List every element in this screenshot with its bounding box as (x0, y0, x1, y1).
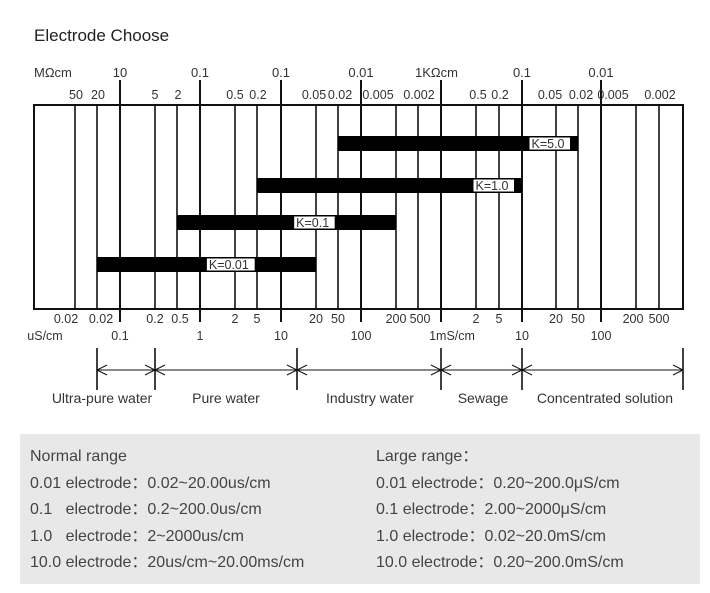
normal-range-item: 0.1 electrode：0.2~200.0us/cm (30, 501, 262, 518)
bottom-minor-tick-label: 2 (232, 312, 239, 326)
normal-range-column: Normal range 0.01 electrode：0.02~20.00us… (30, 444, 304, 577)
normal-range-item: 0.01 electrode：0.02~20.00us/cm (30, 474, 271, 492)
bar-label: K=1.0 (476, 179, 509, 193)
bottom-minor-tick-label: 0.2 (146, 312, 163, 326)
bottom-major-tick-label: 100 (351, 329, 372, 343)
top-minor-tick-label: 0.005 (362, 88, 393, 102)
bottom-minor-tick-label: 500 (410, 312, 431, 326)
top-minor-tick-label: 20 (91, 88, 105, 102)
top-minor-tick-label: 0.5 (226, 88, 243, 102)
arrow-left-icon (153, 364, 166, 376)
top-minor-tick-label: 0.05 (302, 88, 326, 102)
large-range-item: 10.0 electrode：0.20~200.0mS/cm (376, 554, 624, 571)
bottom-major-tick-label: 10 (515, 329, 529, 343)
bottom-major-tick-label: uS/cm (27, 329, 62, 343)
normal-range-item: 10.0 electrode：20us/cm~20.00ms/cm (30, 554, 305, 571)
electrode-bar (177, 215, 396, 230)
top-major-tick-label: 0.1 (513, 65, 531, 80)
bottom-major-tick-label: 10 (274, 329, 288, 343)
range-info-panel: Normal range 0.01 electrode：0.02~20.00us… (20, 434, 700, 584)
region-label: Sewage (458, 390, 509, 406)
bottom-minor-tick-label: 0.02 (54, 312, 78, 326)
top-minor-tick-label: 0.002 (644, 88, 675, 102)
large-range-item: 1.0 electrode：0.02~20.0mS/cm (376, 527, 606, 545)
bar-label-bg (473, 179, 514, 192)
top-major-tick-label: 0.1 (272, 65, 290, 80)
bottom-major-tick-label: 100 (591, 329, 612, 343)
bottom-major-tick-label: 0.1 (111, 329, 128, 343)
arrow-left-icon (520, 364, 533, 376)
electrode-bar (97, 257, 316, 272)
top-minor-tick-label: 50 (69, 88, 83, 102)
top-major-tick-label: 0.01 (348, 65, 373, 80)
bottom-minor-tick-label: 5 (254, 312, 261, 326)
bottom-minor-tick-label: 2 (473, 312, 480, 326)
top-minor-tick-label: 0.002 (403, 88, 434, 102)
large-range-item: 0.01 electrode：0.20~200.0μS/cm (376, 474, 620, 492)
region-label: Pure water (192, 390, 260, 406)
bottom-major-tick-label: 1mS/cm (429, 329, 475, 343)
bar-label-bg (206, 258, 255, 271)
region-label: Ultra-pure water (52, 390, 153, 406)
large-range-heading: Large range： (376, 448, 479, 465)
bottom-minor-tick-label: 0.5 (171, 312, 188, 326)
bar-label: K=5.0 (532, 137, 565, 151)
bottom-minor-tick-label: 50 (331, 312, 345, 326)
bottom-minor-tick-label: 200 (386, 312, 407, 326)
electrode-bar (338, 136, 578, 151)
top-minor-tick-label: 0.2 (491, 88, 508, 102)
bar-label: K=0.1 (296, 216, 329, 230)
large-range-column: Large range： 0.01 electrode：0.20~200.0μS… (376, 444, 624, 577)
bottom-major-tick-label: 1 (197, 329, 204, 343)
bottom-minor-tick-label: 20 (309, 312, 323, 326)
top-major-tick-label: 1KΩcm (415, 65, 458, 80)
top-minor-tick-label: 0.05 (538, 88, 562, 102)
top-major-tick-label: MΩcm (34, 65, 72, 80)
bar-label-bg (294, 216, 335, 229)
arrow-left-icon (439, 364, 452, 376)
bottom-minor-tick-label: 200 (623, 312, 644, 326)
bottom-minor-tick-label: 500 (649, 312, 670, 326)
top-minor-tick-label: 0.5 (469, 88, 486, 102)
arrow-left-icon (295, 364, 308, 376)
normal-range-item: 1.0 electrode：2~2000us/cm (30, 527, 244, 545)
diagram-frame (33, 104, 684, 310)
region-label: Concentrated solution (537, 390, 673, 406)
bottom-minor-tick-label: 5 (496, 312, 503, 326)
bottom-minor-tick-label: 50 (571, 312, 585, 326)
top-minor-tick-label: 0.005 (597, 88, 628, 102)
top-minor-tick-label: 5 (152, 88, 159, 102)
top-minor-tick-label: 0.02 (328, 88, 352, 102)
large-range-item: 0.1 electrode：2.00~2000μS/cm (376, 501, 607, 518)
bottom-minor-tick-label: 20 (549, 312, 563, 326)
top-major-tick-label: 0.01 (588, 65, 613, 80)
top-minor-tick-label: 0.2 (249, 88, 266, 102)
electrode-range-diagram: MΩcm 10 0.1 0.1 0.01 1KΩcm 0.1 0.01 50 20 5 2 0.5 0.2… (27, 65, 685, 406)
normal-range-heading: Normal range (30, 448, 127, 465)
top-minor-tick-label: 0.02 (569, 88, 593, 102)
arrow-left-icon (95, 364, 108, 376)
bar-label: K=0.01 (209, 258, 249, 272)
top-major-tick-label: 0.1 (191, 65, 209, 80)
bottom-minor-tick-label: 0.02 (89, 312, 113, 326)
region-label: Industry water (326, 390, 414, 406)
arrow-right-icon (672, 364, 685, 376)
top-major-tick-label: 10 (113, 65, 127, 80)
diagram-title: Electrode Choose (34, 26, 170, 45)
top-minor-tick-label: 2 (175, 88, 182, 102)
bar-label-bg (529, 137, 570, 150)
electrode-bar (257, 178, 522, 193)
